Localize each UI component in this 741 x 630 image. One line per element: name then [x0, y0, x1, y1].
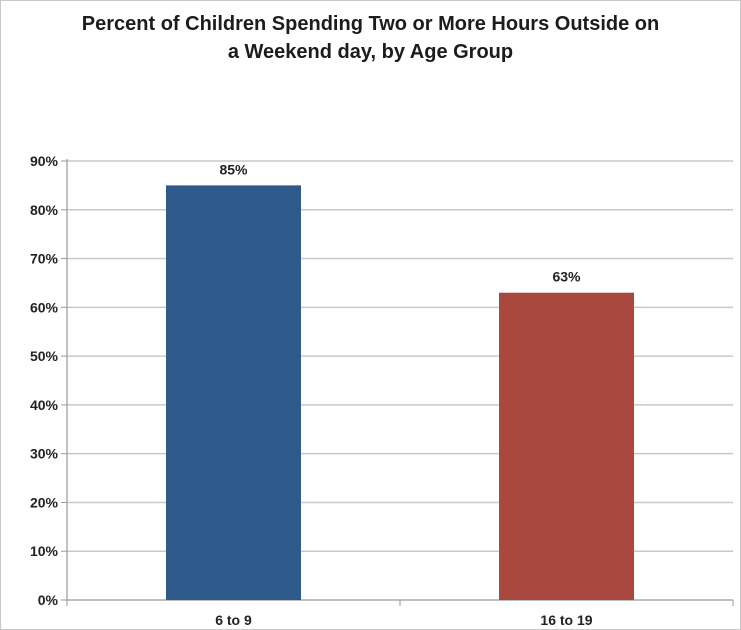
data-labels: 85% 63%	[219, 161, 581, 284]
y-tick-label: 50%	[30, 348, 59, 364]
data-label: 63%	[552, 269, 581, 285]
y-axis-tick-labels: 0% 10% 20% 30% 40% 50% 60% 70% 80% 90%	[30, 153, 59, 608]
chart-title-line-1: Percent of Children Spending Two or More…	[81, 13, 660, 35]
y-tick-label: 40%	[30, 397, 59, 413]
bar-1	[166, 185, 301, 600]
x-axis-tick-labels: 6 to 9 16 to 19	[215, 612, 593, 628]
y-tick-label: 90%	[30, 153, 59, 169]
chart-title: Percent of Children Spending Two or More…	[40, 10, 701, 66]
y-tick-label: 60%	[30, 299, 59, 315]
y-tick-label: 10%	[30, 543, 59, 559]
y-tick-label: 30%	[30, 446, 59, 462]
y-tick-label: 70%	[30, 251, 59, 267]
y-tick-label: 80%	[30, 202, 59, 218]
chart-title-line-2: a Weekend day, by Age Group	[227, 41, 514, 63]
bar-2	[499, 292, 634, 600]
y-tick-label: 0%	[38, 592, 59, 608]
x-tick-label: 16 to 19	[540, 612, 592, 628]
y-tick-label: 20%	[30, 494, 59, 510]
data-label: 85%	[219, 161, 248, 177]
bars	[166, 185, 634, 600]
x-tick-label: 6 to 9	[215, 612, 252, 628]
